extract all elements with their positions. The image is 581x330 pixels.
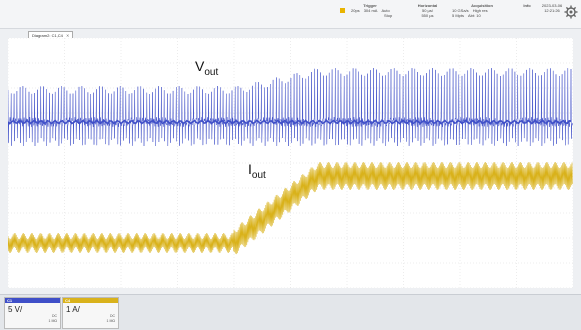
status-bar: Trigger 20ps 304 mA Auto Stop Horizontal… — [0, 0, 581, 29]
c4-scale: 1 A/ — [66, 305, 80, 314]
vout-subscript: out — [204, 66, 219, 78]
waveform-canvas — [8, 38, 573, 288]
horizontal-status[interactable]: Horizontal 50 µs/ 550 µs — [410, 3, 445, 18]
acquisition-header: Acquisition — [471, 3, 493, 8]
acquisition-status[interactable]: Acquisition 10 GSa/s High res 5 Mpts Abt… — [452, 3, 512, 18]
trigger-state: Stop — [384, 13, 393, 18]
info-status[interactable]: Info — [518, 3, 536, 8]
vout-annotation: Vout — [195, 58, 218, 78]
iout-label: I — [248, 161, 252, 177]
c4-impedance: 1 MΩ — [106, 319, 115, 323]
time-text: 12:21:26 — [544, 8, 560, 13]
sample-rate: 10 GSa/s — [452, 8, 469, 13]
vout-label: V — [195, 58, 205, 74]
c1-impedance: 1 MΩ — [48, 319, 57, 323]
voltage-baseline-c1 — [8, 119, 572, 125]
record-length: 5 Mpts — [452, 13, 465, 18]
trigger-channel-chip — [340, 8, 345, 13]
trigger-header: Trigger — [363, 3, 377, 8]
c4-coupling: DC — [109, 314, 115, 318]
trigger-level: 20ps — [351, 8, 360, 13]
channel-dock: C1 5 V/ DC 1 MΩ C4 1 A/ DC 1 MΩ — [0, 294, 581, 330]
time-per-div: 50 µs/ — [422, 8, 433, 13]
channel-badge-c4[interactable]: C4 1 A/ DC 1 MΩ — [62, 297, 119, 329]
trigger-status[interactable]: Trigger 20ps 304 mA Auto Stop — [340, 3, 400, 18]
acq-count: Abt: 10 — [468, 13, 481, 18]
iout-subscript: out — [251, 169, 266, 181]
acq-mode: High res — [472, 8, 488, 13]
date-text: 2023-03-06 — [541, 3, 563, 8]
horizontal-header: Horizontal — [417, 3, 438, 8]
c1-scale: 5 V/ — [8, 305, 23, 314]
time-position: 550 µs — [421, 13, 434, 18]
c1-header: C1 — [5, 298, 60, 303]
current-trace-c4 — [8, 161, 573, 255]
waveform-diagram[interactable]: Vout Iout — [8, 38, 573, 288]
trigger-current: 304 mA — [363, 8, 378, 13]
close-icon[interactable]: ✕ — [66, 33, 70, 38]
trigger-mode: Auto — [381, 8, 390, 13]
tab-diagram2-label: Diagram2: C1,C4 — [32, 33, 63, 38]
c4-header: C4 — [63, 298, 118, 303]
settings-gear-icon[interactable] — [564, 5, 578, 19]
info-header: Info — [523, 3, 531, 8]
iout-annotation: Iout — [248, 161, 266, 181]
channel-badge-c1[interactable]: C1 5 V/ DC 1 MΩ — [4, 297, 61, 329]
datetime-status: 2023-03-06 12:21:26 — [540, 3, 564, 13]
c1-coupling: DC — [51, 314, 57, 318]
